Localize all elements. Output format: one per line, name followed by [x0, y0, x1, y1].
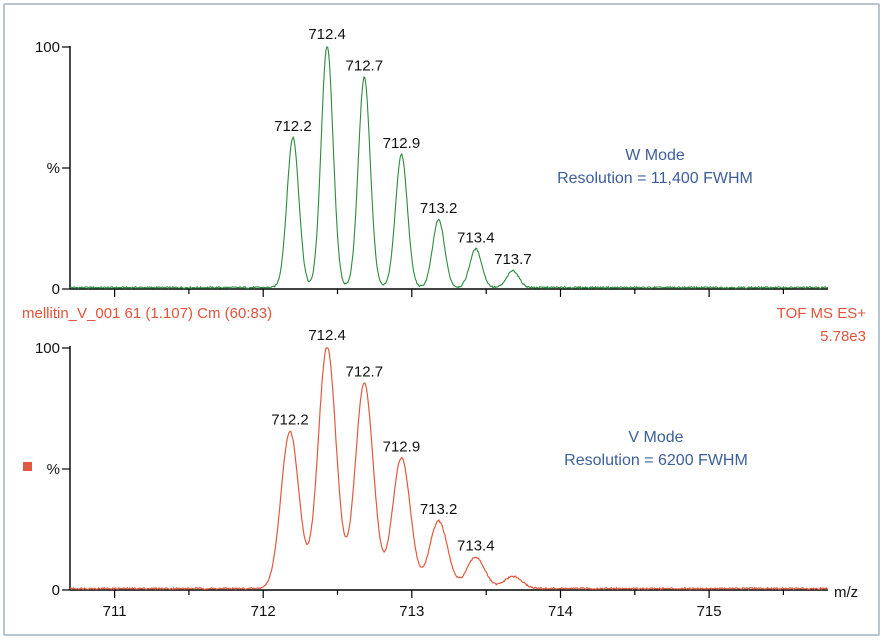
top-x-ticks: [113, 289, 785, 297]
top-spectrum-line: [69, 46, 829, 290]
top-ytick-label-100: 100: [35, 39, 60, 56]
xtick-label: 711: [103, 603, 127, 620]
series-color-swatch: [23, 462, 32, 471]
bottom-peak-label: 713.2: [420, 501, 458, 518]
top-mode-label: W Mode: [625, 147, 685, 164]
bottom-mode-label: V Mode: [628, 429, 683, 446]
top-resolution-label: Resolution = 11,400 FWHM: [557, 170, 753, 187]
top-peak-label: 713.2: [420, 200, 458, 217]
bottom-x-ticks: 711 712 713 714 715: [103, 590, 785, 620]
xtick-label: 712: [251, 603, 276, 620]
bottom-peak-label: 712.9: [383, 438, 421, 455]
spectrum-info-right-1: TOF MS ES+: [777, 305, 867, 322]
bottom-peak-label: 713.4: [457, 538, 495, 555]
bottom-ytick-label-percent: %: [47, 461, 60, 478]
top-spectrum-panel: 100 % 0 712.2712.4712.7712.9713.2713.471…: [35, 26, 829, 298]
bottom-spectrum-panel: 100 % 0 711 712 713 714 715 712.2712.4712.77…: [23, 327, 858, 620]
bottom-spectrum-line: [69, 347, 829, 591]
top-ytick-label-0: 0: [52, 281, 60, 298]
top-peak-label: 713.4: [457, 229, 495, 246]
spectrum-info-right-2: 5.78e3: [820, 328, 866, 345]
bottom-ytick-label-0: 0: [52, 582, 60, 599]
xtick-label: 715: [697, 603, 722, 620]
xtick-label: 713: [399, 603, 424, 620]
top-peak-label: 713.7: [494, 251, 532, 268]
top-peak-label: 712.4: [308, 26, 346, 43]
top-peak-label: 712.9: [383, 135, 421, 152]
bottom-resolution-label: Resolution = 6200 FWHM: [564, 452, 748, 469]
xtick-label: 714: [548, 603, 573, 620]
top-peak-label: 712.2: [274, 118, 312, 135]
top-ytick-label-percent: %: [47, 160, 60, 177]
top-peak-label: 712.7: [346, 58, 384, 75]
bottom-ytick-label-100: 100: [35, 340, 60, 357]
bottom-peak-label: 712.2: [271, 412, 309, 429]
chart-frame: [3, 3, 880, 636]
bottom-peak-label: 712.4: [308, 327, 346, 344]
bottom-peak-label: 712.7: [346, 363, 384, 380]
bottom-peak-labels: 712.2 712.4 712.7 712.9 713.2 713.4: [271, 327, 494, 555]
x-axis-label: m/z: [834, 584, 858, 601]
spectrum-info-left: mellitin_V_001 61 (1.107) Cm (60:83): [22, 305, 272, 322]
